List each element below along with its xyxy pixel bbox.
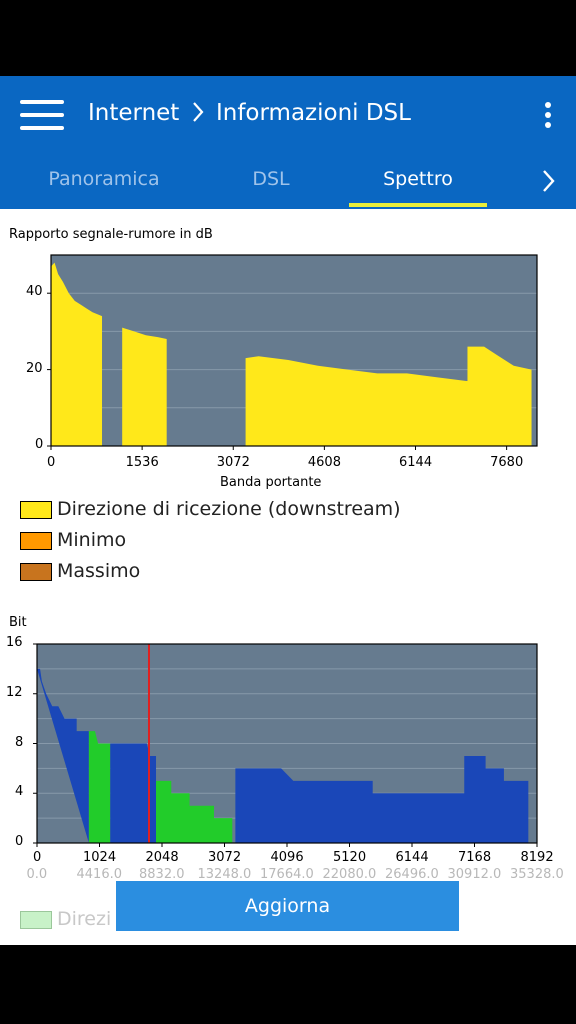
- bits-series-area-0: [37, 668, 89, 843]
- bits-y-tick-label: 0: [15, 834, 24, 849]
- snr-x-tick-label: 0: [47, 455, 56, 470]
- legend-swatch-massimo: [20, 563, 52, 581]
- bits-secondary-tick-label: 26496.0: [385, 867, 439, 882]
- snr-series-area: [245, 346, 532, 446]
- tab-dsl[interactable]: DSL: [252, 168, 290, 190]
- legend-swatch-downstream: [20, 501, 52, 519]
- bits-y-tick-label: 12: [6, 684, 23, 700]
- snr-y-tick-label: 40: [26, 284, 43, 300]
- legend-label-downstream: Direzione di ricezione (downstream): [57, 498, 401, 520]
- snr-y-tick-label: 0: [35, 437, 44, 452]
- legend-swatch-partial: [20, 911, 52, 929]
- navigation-bar: [0, 945, 576, 1024]
- bits-series-area-3: [156, 780, 233, 843]
- snr-x-tick-label: 3072: [216, 455, 250, 470]
- breadcrumb-parent[interactable]: Internet: [88, 100, 180, 126]
- legend-label-minimo: Minimo: [57, 529, 127, 551]
- snr-plot-frame: [50, 254, 538, 447]
- bits-x-tick-label: 2048: [145, 850, 179, 865]
- bits-chart-title: Bit: [9, 615, 27, 630]
- bits-x-tick-label: 1024: [83, 850, 117, 865]
- legend-swatch-minimo: [20, 532, 52, 550]
- bits-x-tick-label: 7168: [458, 850, 492, 865]
- app-bar: [0, 76, 576, 209]
- bits-x-tick-label: 6144: [395, 850, 429, 865]
- bits-secondary-tick-label: 35328.0: [510, 867, 564, 882]
- bits-secondary-tick-label: 30912.0: [447, 867, 502, 882]
- breadcrumb-current: Informazioni DSL: [215, 100, 411, 126]
- bits-series-area-4: [235, 755, 529, 843]
- bits-secondary-tick-label: 8832.0: [139, 867, 185, 882]
- bits-y-tick-label: 8: [15, 734, 24, 750]
- bits-secondary-tick-label: 4416.0: [76, 867, 123, 882]
- bits-x-tick-label: 3072: [208, 850, 242, 865]
- bits-secondary-tick-label: 22080.0: [322, 867, 377, 882]
- status-bar: [0, 0, 576, 76]
- snr-x-axis-label: Banda portante: [220, 475, 322, 490]
- bits-series-area-2: [110, 743, 157, 843]
- legend-label-massimo: Massimo: [57, 560, 141, 582]
- spectrum-charts: [33, 254, 538, 847]
- snr-series-area: [122, 327, 167, 446]
- snr-x-tick-label: 6144: [399, 455, 433, 470]
- snr-chart-title: Rapporto segnale-rumore in dB: [9, 227, 213, 242]
- active-tab-indicator: [349, 203, 487, 207]
- tab-panoramica[interactable]: Panoramica: [48, 168, 160, 190]
- bits-y-tick-label: 4: [15, 784, 24, 800]
- chevron-right-icon: [187, 100, 216, 126]
- more-vertical-icon[interactable]: [536, 100, 560, 130]
- snr-series-area: [51, 262, 103, 446]
- bits-secondary-tick-label: 13248.0: [197, 867, 252, 882]
- refresh-button[interactable]: Aggiorna: [116, 881, 459, 931]
- snr-y-tick-label: 20: [26, 360, 43, 376]
- tab-spettro[interactable]: Spettro: [383, 168, 453, 190]
- legend-label-partial: Direzi: [57, 908, 112, 930]
- bits-x-tick-label: 4096: [270, 850, 304, 865]
- bits-secondary-tick-label: 17664.0: [260, 867, 314, 882]
- bits-secondary-tick-label: 0.0: [26, 867, 48, 882]
- snr-x-tick-label: 1536: [125, 455, 159, 470]
- hamburger-menu-icon[interactable]: [20, 98, 64, 132]
- snr-x-tick-label: 7680: [490, 455, 524, 470]
- bits-x-tick-label: 5120: [333, 850, 367, 865]
- bits-y-tick-label: 16: [6, 635, 23, 650]
- chevron-right-icon[interactable]: [538, 166, 558, 196]
- snr-x-tick-label: 4608: [307, 455, 341, 470]
- bits-series-area-1: [88, 731, 111, 843]
- page-title: Internet Informazioni DSL: [88, 100, 411, 126]
- bits-x-tick-label: 0: [33, 850, 42, 865]
- bits-x-tick-label: 8192: [520, 850, 554, 865]
